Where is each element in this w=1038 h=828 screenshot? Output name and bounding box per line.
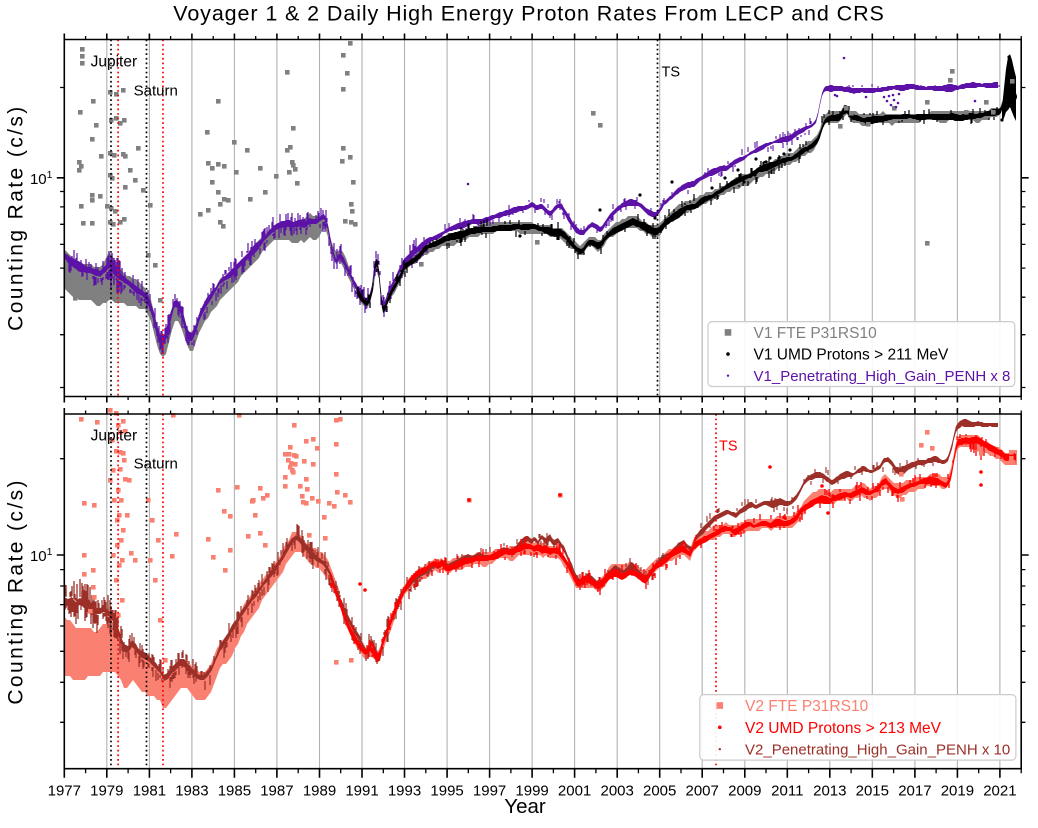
svg-text:2019: 2019 (941, 782, 974, 799)
svg-text:1981: 1981 (133, 782, 166, 799)
svg-text:V1 UMD Protons > 211 MeV: V1 UMD Protons > 211 MeV (754, 347, 950, 364)
svg-text:Saturn: Saturn (134, 83, 178, 100)
svg-text:1977: 1977 (48, 782, 81, 799)
svg-text:2009: 2009 (728, 782, 761, 799)
svg-text:2001: 2001 (558, 782, 591, 799)
svg-text:2011: 2011 (771, 782, 803, 799)
svg-text:V2_Penetrating_High_Gain_PENH: V2_Penetrating_High_Gain_PENH x 10 (745, 742, 1010, 759)
svg-text:1991: 1991 (345, 782, 378, 799)
svg-text:Jupiter: Jupiter (91, 427, 138, 444)
svg-text:TS: TS (719, 438, 738, 454)
svg-text:2021: 2021 (983, 782, 1016, 799)
svg-text:2013: 2013 (813, 782, 846, 799)
svg-text:2005: 2005 (643, 782, 676, 799)
svg-text:Voyager 1 & 2 Daily High Energ: Voyager 1 & 2 Daily High Energy Proton R… (173, 2, 884, 26)
svg-text:Saturn: Saturn (134, 456, 178, 473)
svg-text:1997: 1997 (473, 782, 506, 799)
svg-text:1985: 1985 (218, 782, 251, 799)
svg-text:V2 FTE P31RS10: V2 FTE P31RS10 (745, 698, 869, 715)
svg-text:2003: 2003 (601, 782, 634, 799)
svg-text:V1_Penetrating_High_Gain_PENH: V1_Penetrating_High_Gain_PENH x 8 (754, 368, 1011, 385)
svg-text:V2 UMD Protons > 213 MeV: V2 UMD Protons > 213 MeV (745, 720, 942, 737)
svg-text:Jupiter: Jupiter (91, 54, 138, 71)
svg-text:1989: 1989 (303, 782, 336, 799)
svg-text:Year: Year (504, 795, 546, 818)
svg-text:2017: 2017 (898, 782, 931, 799)
svg-text:Counting Rate (c/s): Counting Rate (c/s) (5, 478, 28, 705)
svg-text:1993: 1993 (388, 782, 421, 799)
svg-text:Counting Rate (c/s): Counting Rate (c/s) (5, 104, 28, 331)
svg-text:1999: 1999 (515, 782, 548, 799)
svg-text:TS: TS (662, 65, 681, 81)
svg-text:1979: 1979 (90, 782, 123, 799)
svg-text:1987: 1987 (260, 782, 293, 799)
svg-text:1995: 1995 (430, 782, 463, 799)
svg-text:2015: 2015 (856, 782, 889, 799)
svg-text:V1 FTE P31RS10: V1 FTE P31RS10 (754, 325, 878, 342)
svg-text:2007: 2007 (686, 782, 719, 799)
svg-text:1983: 1983 (175, 782, 208, 799)
